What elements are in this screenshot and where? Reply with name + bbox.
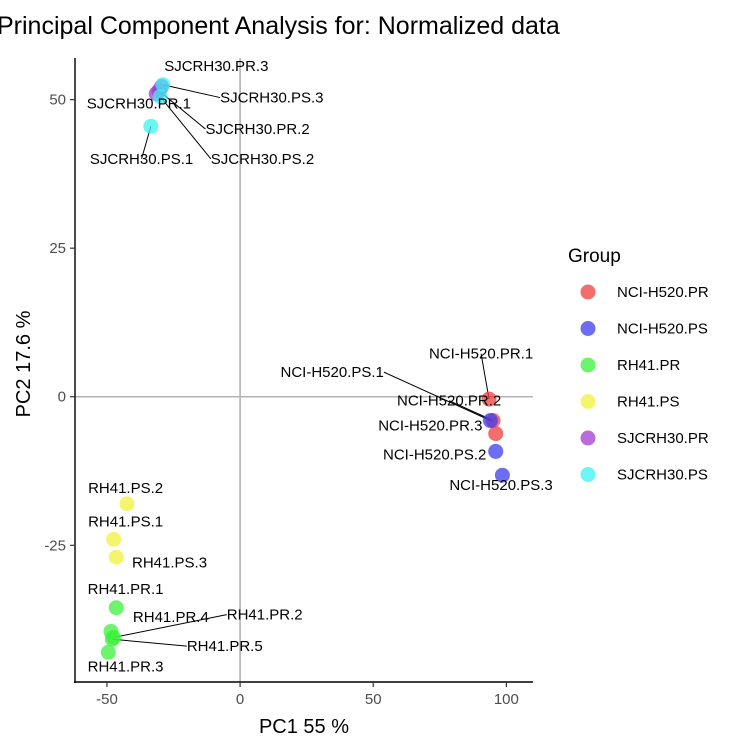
x-tick-label: 0 xyxy=(236,691,244,708)
point-label: SJCRH30.PS.1 xyxy=(90,151,193,168)
x-tick-label: 100 xyxy=(494,691,519,708)
data-point xyxy=(482,413,498,429)
point-label: SJCRH30.PS.2 xyxy=(211,151,314,168)
legend-title: Group xyxy=(568,246,621,267)
point-label: RH41.PR.1 xyxy=(88,581,164,598)
legend-label: NCI-H520.PR xyxy=(617,284,709,301)
x-tick-label: -50 xyxy=(96,691,118,708)
point-label: NCI-H520.PR.3 xyxy=(378,418,482,435)
data-point xyxy=(152,89,168,105)
legend-label: RH41.PS xyxy=(617,394,680,411)
chart-title: Principal Component Analysis for: Normal… xyxy=(0,12,560,40)
y-axis-title: PC2 17.6 % xyxy=(13,310,35,417)
y-tick-label: -25 xyxy=(44,537,66,554)
legend-swatch xyxy=(580,394,596,409)
data-point xyxy=(108,549,124,565)
point-label: RH41.PS.1 xyxy=(88,513,163,530)
plot-area: -50 0 50 100 -25 0 25 50 SJCRH30.PR.3 SJCRH30.PS.… xyxy=(44,58,553,708)
data-point xyxy=(488,443,504,459)
data-point xyxy=(143,118,159,134)
legend-label: SJCRH30.PS xyxy=(617,467,708,484)
x-axis-title: PC1 55 % xyxy=(259,716,349,738)
label-leader-line xyxy=(162,84,221,99)
y-tick-label: 25 xyxy=(49,240,66,257)
data-point xyxy=(100,644,116,660)
y-tick-label: 50 xyxy=(49,92,66,109)
data-point xyxy=(481,391,497,407)
legend-label: NCI-H520.PS xyxy=(617,321,708,338)
point-label: SJCRH30.PS.3 xyxy=(220,90,323,107)
point-label: RH41.PR.4 xyxy=(133,609,209,626)
point-label: RH41.PS.3 xyxy=(132,554,207,571)
legend: Group NCI-H520.PR NCI-H520.PS RH41.PR RH41.… xyxy=(568,246,709,484)
point-label: RH41.PR.3 xyxy=(88,658,164,675)
point-label: NCI-H520.PR.1 xyxy=(429,346,533,363)
legend-swatch xyxy=(580,467,596,482)
legend-label: RH41.PR xyxy=(617,357,681,374)
data-point xyxy=(106,531,122,547)
point-label: NCI-H520.PS.3 xyxy=(449,477,552,494)
point-label: NCI-H520.PS.2 xyxy=(383,447,486,464)
data-point xyxy=(155,77,171,93)
point-label: RH41.PS.2 xyxy=(88,480,163,497)
data-point xyxy=(108,600,124,616)
legend-label: SJCRH30.PR xyxy=(617,430,709,447)
point-label: SJCRH30.PR.1 xyxy=(87,96,191,113)
data-point xyxy=(488,426,504,442)
label-leader-line xyxy=(113,614,227,638)
point-label: RH41.PR.2 xyxy=(227,607,303,624)
point-label: SJCRH30.PR.2 xyxy=(205,121,309,138)
point-label: SJCRH30.PR.3 xyxy=(164,58,268,75)
data-point xyxy=(494,467,510,483)
data-point xyxy=(104,631,120,647)
y-tick-label: 0 xyxy=(58,389,66,406)
legend-swatch xyxy=(580,284,596,300)
data-points xyxy=(100,77,510,660)
label-leader-line xyxy=(112,638,187,647)
legend-swatch xyxy=(580,357,596,373)
point-label: RH41.PR.5 xyxy=(187,638,263,655)
label-leader-line xyxy=(480,353,490,400)
data-point xyxy=(119,496,135,512)
label-leader-line xyxy=(159,96,212,160)
legend-swatch xyxy=(580,430,596,446)
point-label: NCI-H520.PS.1 xyxy=(281,364,384,381)
legend-swatch xyxy=(580,321,596,336)
label-leader-line xyxy=(383,371,491,421)
point-labels: SJCRH30.PR.3 SJCRH30.PS.3 SJCRH30.PR.1 SJCR… xyxy=(87,58,553,675)
point-label: NCI-H520.PR.2 xyxy=(397,393,501,410)
x-tick-label: 50 xyxy=(365,691,382,708)
